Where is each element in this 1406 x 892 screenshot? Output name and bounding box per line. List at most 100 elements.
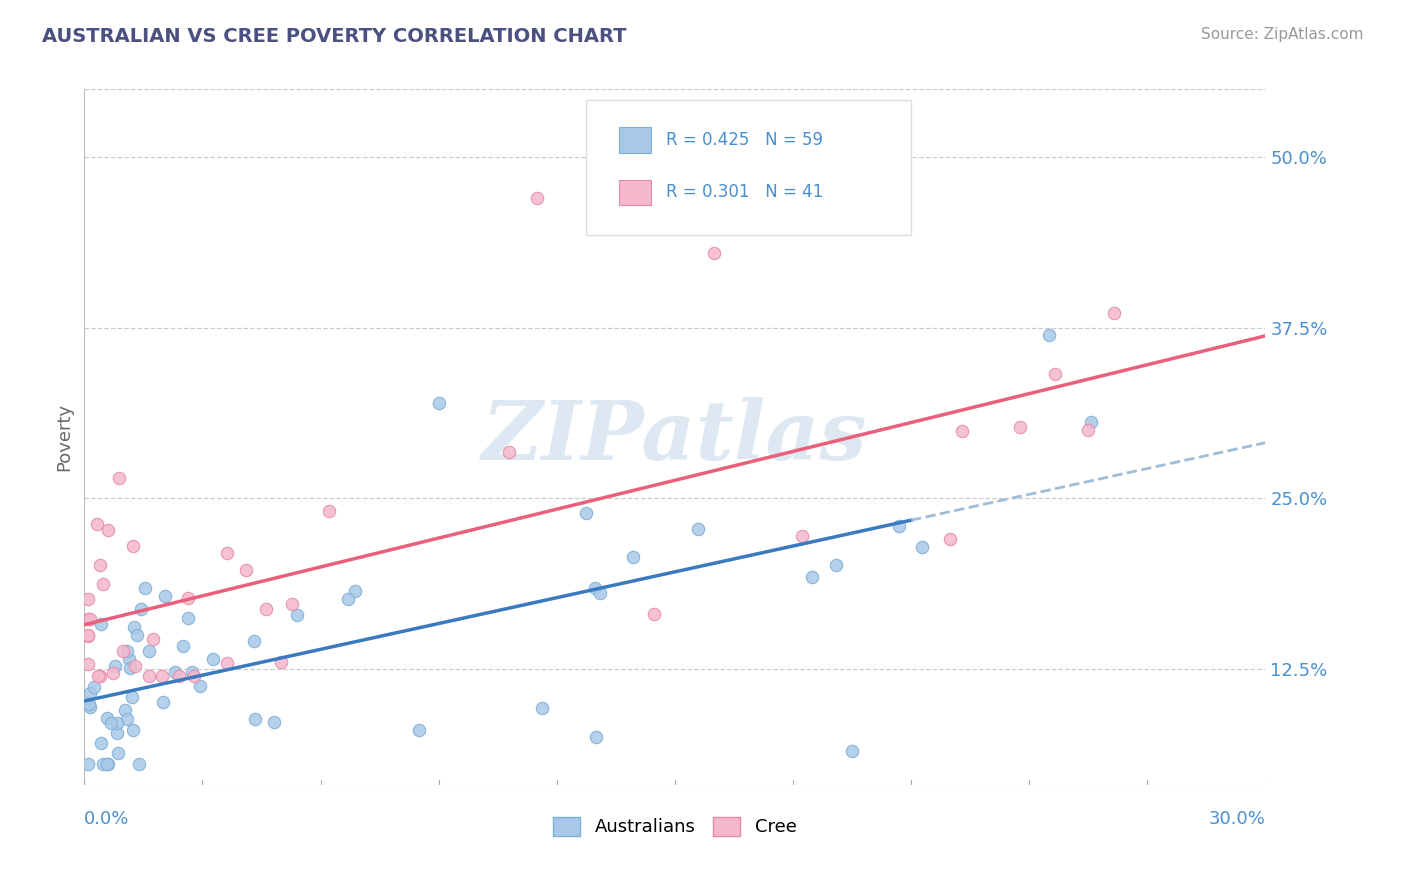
- Text: Source: ZipAtlas.com: Source: ZipAtlas.com: [1201, 27, 1364, 42]
- Point: [792, 529, 814, 543]
- Point: [79, 699, 101, 714]
- Point: [243, 633, 266, 648]
- FancyBboxPatch shape: [620, 179, 651, 204]
- Point: [408, 723, 430, 738]
- Point: [427, 396, 450, 410]
- Text: 30.0%: 30.0%: [1209, 810, 1265, 828]
- Point: [129, 602, 152, 616]
- Point: [142, 632, 165, 646]
- Point: [104, 658, 127, 673]
- FancyBboxPatch shape: [586, 100, 911, 235]
- Text: ZIPatlas: ZIPatlas: [482, 397, 868, 477]
- Point: [911, 540, 934, 554]
- Point: [217, 657, 239, 671]
- Text: R = 0.425   N = 59: R = 0.425 N = 59: [666, 131, 823, 149]
- Point: [825, 558, 848, 573]
- Point: [281, 597, 304, 611]
- Point: [688, 522, 710, 536]
- Point: [703, 246, 725, 260]
- Point: [588, 586, 610, 600]
- Point: [121, 690, 143, 704]
- Point: [96, 757, 118, 772]
- Point: [79, 686, 101, 700]
- Point: [177, 611, 200, 625]
- Point: [526, 191, 548, 205]
- Point: [105, 716, 128, 731]
- Point: [1104, 306, 1126, 320]
- Point: [121, 539, 143, 553]
- FancyBboxPatch shape: [620, 128, 651, 153]
- Point: [77, 697, 100, 711]
- Y-axis label: Poverty: Poverty: [55, 403, 73, 471]
- Point: [152, 695, 174, 709]
- Point: [1077, 423, 1099, 437]
- Point: [263, 715, 285, 730]
- Point: [939, 533, 962, 547]
- Point: [108, 471, 131, 485]
- Point: [841, 744, 863, 758]
- Point: [107, 746, 129, 760]
- Point: [93, 576, 115, 591]
- Point: [77, 757, 100, 772]
- Point: [114, 703, 136, 717]
- Point: [150, 669, 173, 683]
- Point: [138, 644, 160, 658]
- Point: [172, 639, 194, 653]
- Point: [90, 736, 112, 750]
- Point: [79, 612, 101, 626]
- Point: [235, 563, 257, 577]
- Point: [77, 657, 100, 671]
- Point: [1038, 327, 1060, 342]
- Point: [318, 504, 340, 518]
- Point: [153, 589, 176, 603]
- Point: [498, 445, 520, 459]
- Point: [167, 669, 190, 683]
- Point: [138, 669, 160, 683]
- Point: [1080, 415, 1102, 429]
- Point: [243, 712, 266, 726]
- Point: [112, 644, 135, 658]
- Point: [125, 628, 148, 642]
- Point: [101, 665, 124, 680]
- Point: [183, 669, 205, 683]
- Point: [270, 655, 292, 669]
- Point: [77, 628, 100, 642]
- Point: [87, 669, 110, 683]
- Point: [91, 757, 114, 772]
- Point: [643, 607, 665, 621]
- Point: [188, 679, 211, 693]
- Point: [97, 757, 120, 772]
- Point: [96, 711, 118, 725]
- Point: [120, 660, 142, 674]
- Point: [801, 570, 824, 584]
- Point: [889, 519, 911, 533]
- Point: [176, 591, 198, 605]
- Point: [285, 608, 308, 623]
- Legend: Australians, Cree: Australians, Cree: [544, 808, 806, 846]
- Point: [134, 581, 156, 595]
- Point: [254, 601, 277, 615]
- Point: [89, 669, 111, 683]
- Point: [105, 726, 128, 740]
- Point: [585, 730, 607, 744]
- Point: [115, 644, 138, 658]
- Point: [86, 517, 108, 532]
- Point: [575, 506, 598, 520]
- Text: 0.0%: 0.0%: [84, 810, 129, 828]
- Point: [122, 620, 145, 634]
- Point: [531, 701, 554, 715]
- Point: [1008, 419, 1031, 434]
- Point: [77, 612, 100, 626]
- Point: [336, 591, 359, 606]
- Point: [621, 550, 644, 565]
- Point: [583, 582, 606, 596]
- Point: [83, 681, 105, 695]
- Point: [77, 592, 100, 607]
- Point: [122, 723, 145, 737]
- Point: [124, 659, 146, 673]
- Point: [202, 652, 225, 666]
- Point: [343, 584, 366, 599]
- Point: [100, 715, 122, 730]
- Point: [950, 425, 973, 439]
- Point: [1043, 367, 1066, 381]
